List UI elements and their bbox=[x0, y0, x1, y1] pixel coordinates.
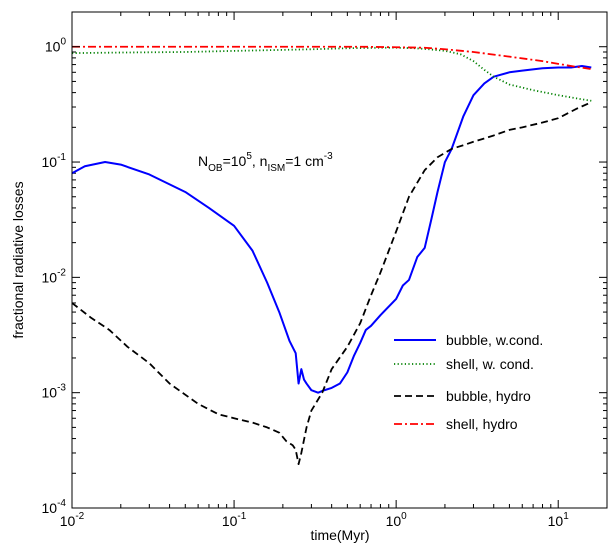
tick-exponent: 0 bbox=[401, 511, 407, 522]
annotation: NOB=105, nISM=1 cm-3 bbox=[198, 151, 333, 174]
tick-exponent: -2 bbox=[75, 511, 84, 522]
y-tick-label: 100 bbox=[45, 37, 67, 55]
y-tick-label: 10-3 bbox=[42, 383, 67, 401]
legend-label-3: bubble, hydro bbox=[446, 388, 531, 404]
y-tick-label: 10-2 bbox=[42, 267, 67, 285]
x-tick-label: 100 bbox=[386, 511, 408, 529]
tick-base: 10 bbox=[42, 154, 58, 170]
tick-base: 10 bbox=[42, 269, 58, 285]
tick-exponent: 0 bbox=[60, 37, 66, 48]
tick-exponent: -4 bbox=[57, 498, 66, 509]
annotation-sep: , n bbox=[252, 153, 268, 169]
tick-base: 10 bbox=[548, 513, 564, 529]
tick-base: 10 bbox=[222, 513, 238, 529]
major-ticks bbox=[71, 12, 607, 509]
x-tick-labels: 10-2 10-1 100 101 bbox=[60, 511, 569, 529]
legend-label-4: shell, hydro bbox=[446, 416, 518, 432]
annotation-m-sub: ISM bbox=[267, 163, 285, 174]
x-tick-label: 10-2 bbox=[60, 511, 85, 529]
annotation-n-sub: OB bbox=[208, 163, 223, 174]
tick-base: 10 bbox=[386, 513, 402, 529]
y-tick-label: 10-1 bbox=[42, 152, 67, 170]
tick-base: 10 bbox=[45, 39, 61, 55]
tick-exponent: -3 bbox=[57, 383, 66, 394]
annotation-n: N bbox=[198, 153, 208, 169]
plot-background bbox=[72, 12, 607, 508]
tick-exponent: -2 bbox=[57, 267, 66, 278]
tick-base: 10 bbox=[42, 500, 58, 516]
legend-label-2: shell, w. cond. bbox=[446, 356, 534, 372]
tick-exponent: 1 bbox=[563, 511, 569, 522]
y-axis-title: fractional radiative losses bbox=[10, 181, 26, 338]
minor-ticks bbox=[72, 11, 608, 508]
series-layer bbox=[71, 45, 592, 466]
x-axis-title: time(Myr) bbox=[310, 527, 369, 543]
tick-base: 10 bbox=[42, 385, 58, 401]
series-line-4 bbox=[72, 45, 592, 70]
x-tick-label: 10-1 bbox=[222, 511, 247, 529]
legend-label-1: bubble, w.cond. bbox=[446, 332, 543, 348]
tick-exponent: -1 bbox=[237, 511, 246, 522]
annotation-eq2: =1 cm bbox=[285, 153, 324, 169]
series-line-1 bbox=[71, 65, 592, 394]
annotation-n-exp: 5 bbox=[246, 151, 252, 162]
legend: bubble, w.cond. shell, w. cond. bubble, hy… bbox=[394, 332, 543, 432]
tick-exponent: -1 bbox=[57, 152, 66, 163]
x-tick-label: 101 bbox=[548, 511, 570, 529]
series-line-3 bbox=[71, 101, 592, 466]
y-tick-label: 10-4 bbox=[42, 498, 67, 516]
plot-frame bbox=[71, 11, 608, 509]
tick-base: 10 bbox=[60, 513, 76, 529]
annotation-eq1: =10 bbox=[223, 153, 247, 169]
annotation-unit-exp: -3 bbox=[324, 151, 333, 162]
